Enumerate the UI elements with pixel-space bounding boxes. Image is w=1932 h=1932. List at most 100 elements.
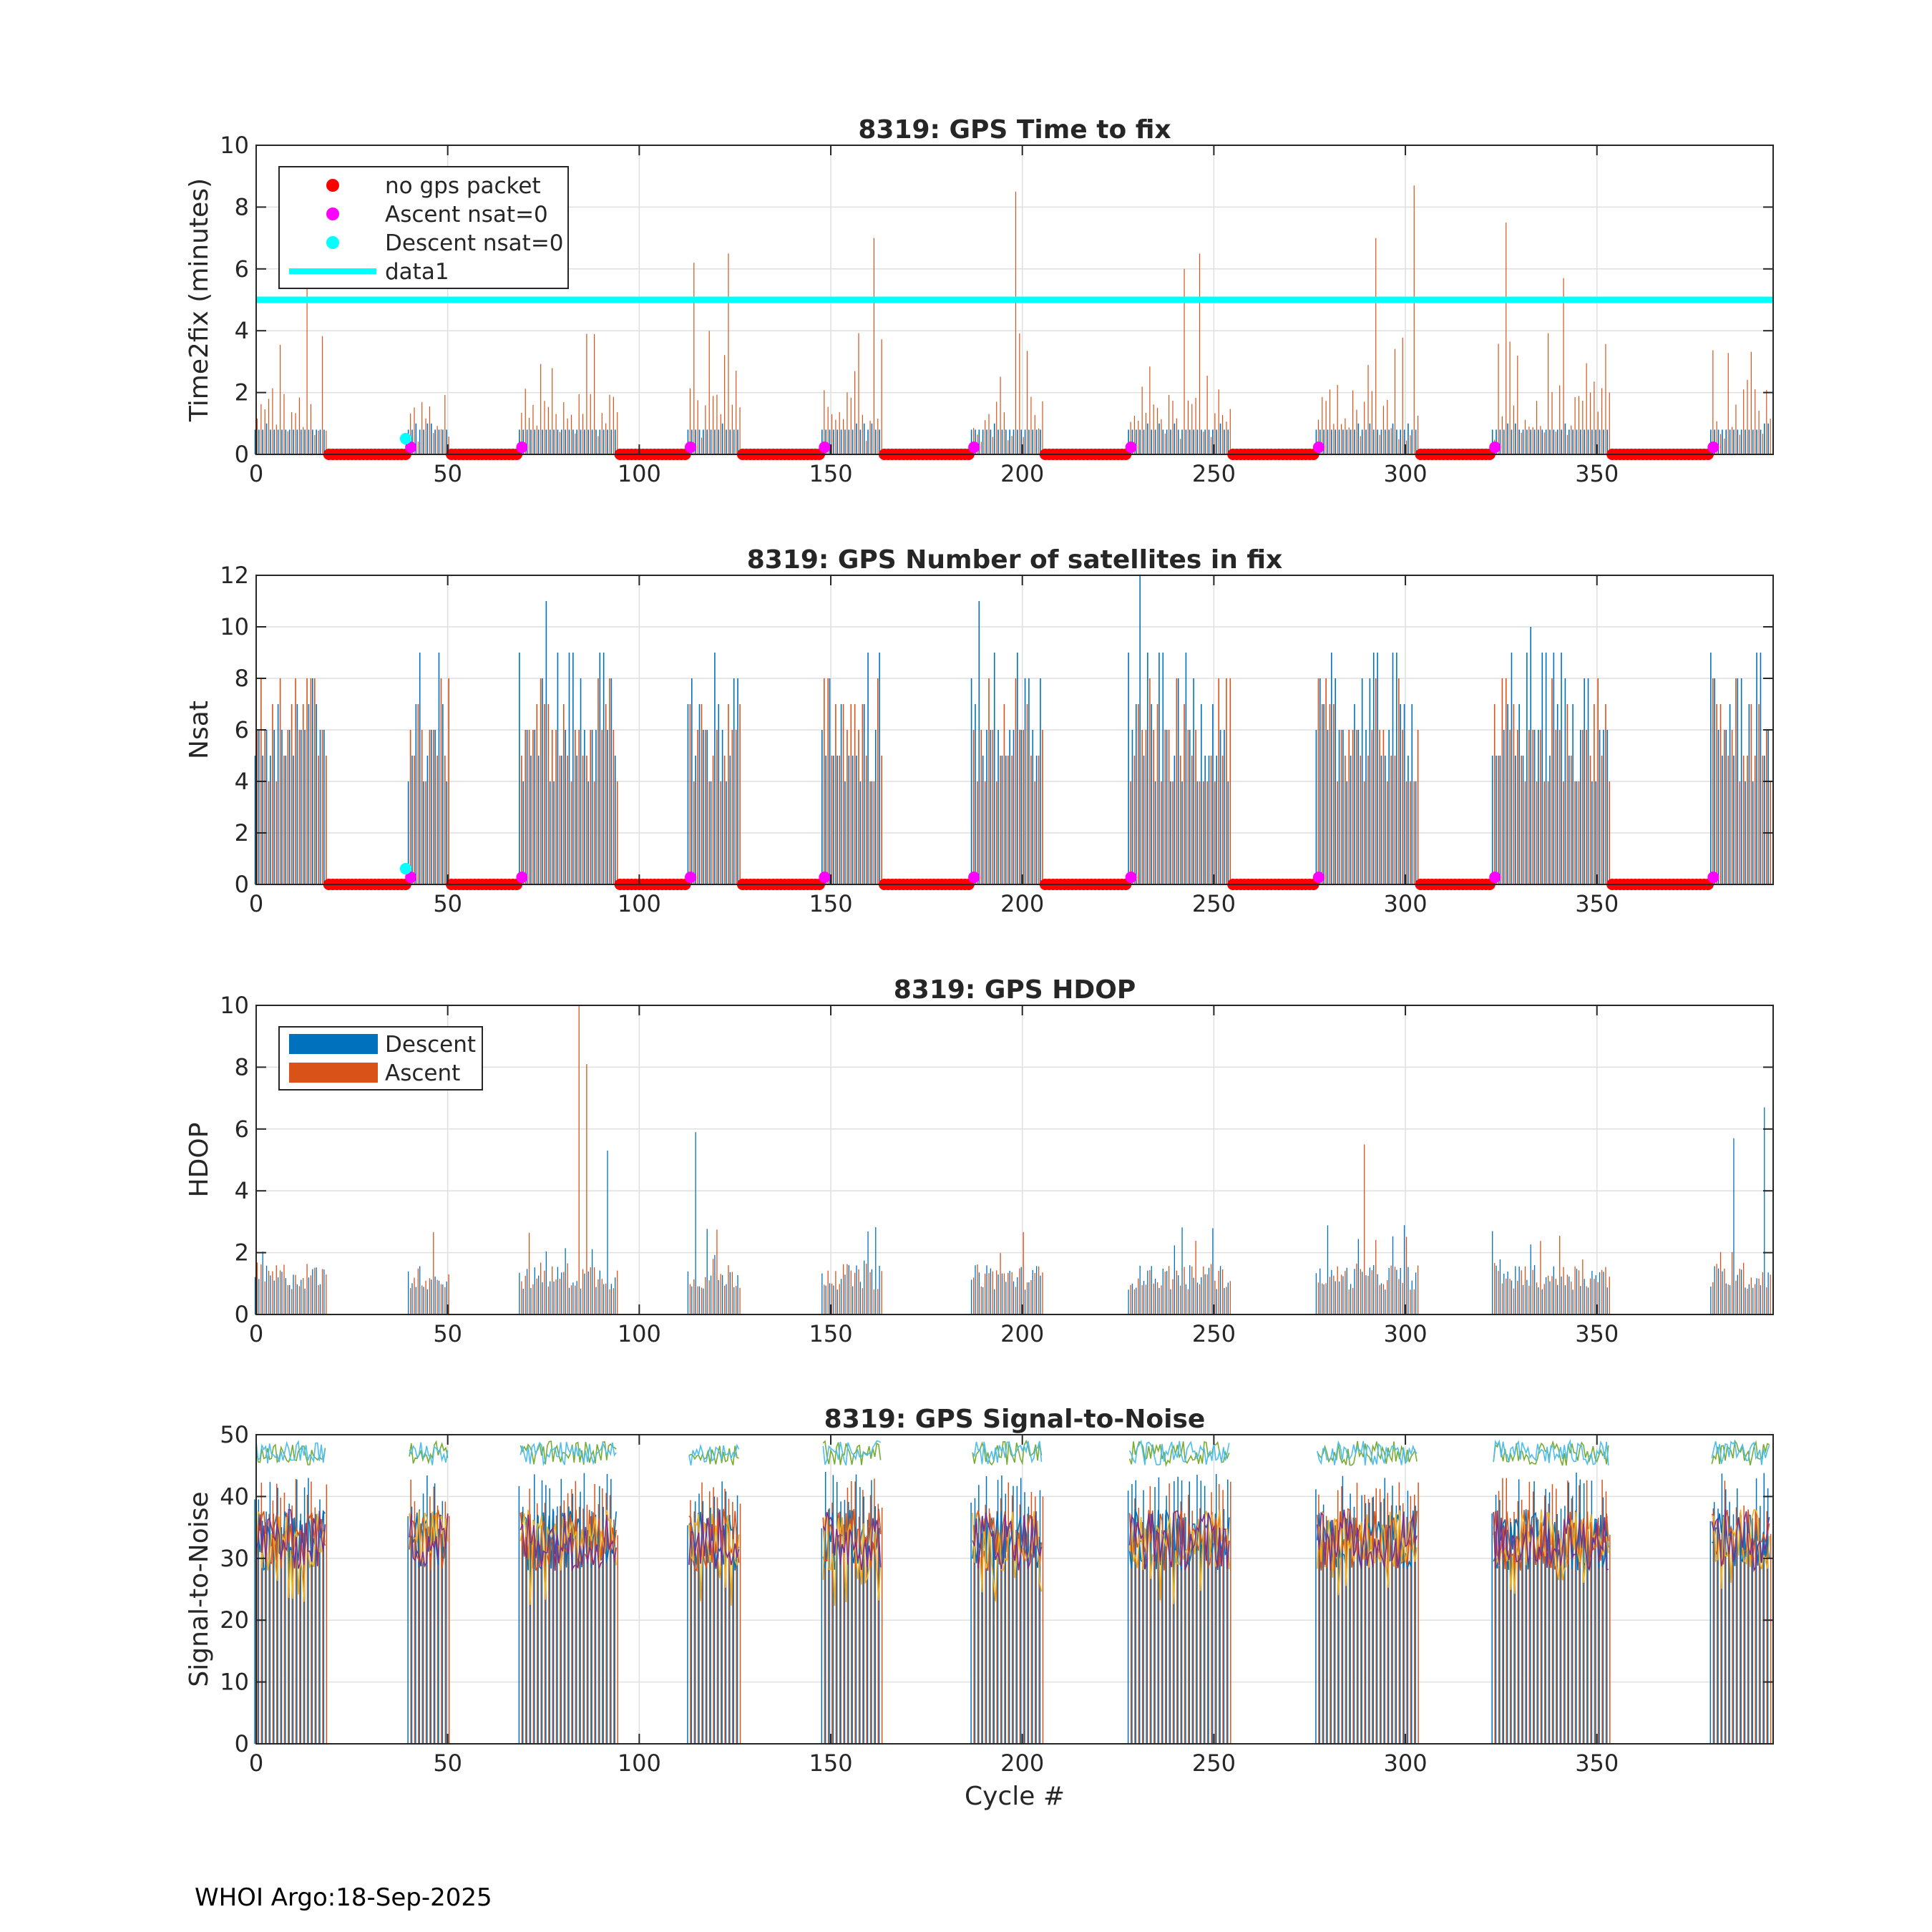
ascent-nsat0-marker — [1125, 441, 1137, 453]
snr-series-line — [1128, 1439, 1230, 1466]
y-tick-label: 2 — [235, 379, 249, 406]
x-tick-label: 0 — [249, 1320, 263, 1347]
snr-series-line — [1711, 1439, 1770, 1465]
ascent-nsat0-marker — [684, 872, 696, 883]
snr-series-line — [1128, 1510, 1230, 1571]
x-tick-label: 100 — [618, 1320, 661, 1347]
legend-swatch — [289, 1034, 378, 1054]
x-tick-label: 150 — [809, 1750, 852, 1777]
snr-series-line — [255, 1440, 326, 1464]
legend-label: no gps packet — [385, 173, 541, 199]
y-tick-label: 0 — [235, 1301, 249, 1328]
ascent-nsat0-marker — [405, 441, 417, 453]
snr-series-line — [255, 1508, 326, 1569]
snr-series-line — [519, 1509, 617, 1605]
x-tick-label: 250 — [1192, 1320, 1236, 1347]
ascent-nsat0-marker — [516, 441, 528, 453]
y-tick-label: 50 — [220, 1421, 249, 1448]
x-tick-label: 350 — [1575, 890, 1619, 917]
snr-series-line — [1711, 1509, 1770, 1589]
y-tick-label: 8 — [235, 1053, 249, 1080]
ascent-nsat0-marker — [819, 441, 831, 453]
bars-hdop — [254, 1005, 1771, 1314]
legend-marker — [326, 179, 339, 192]
legend-label: data1 — [385, 259, 449, 285]
legend-marker — [326, 236, 339, 249]
x-tick-label: 100 — [618, 460, 661, 487]
snr-series-line — [688, 1509, 740, 1568]
x-tick-label: 300 — [1384, 1750, 1428, 1777]
snr-series-line — [972, 1440, 1043, 1465]
bars-time2fix — [254, 185, 1771, 454]
x-tick-label: 150 — [809, 460, 852, 487]
snr-series-line — [688, 1443, 740, 1466]
snr-series-line — [822, 1440, 882, 1466]
x-tick-label: 350 — [1575, 1320, 1619, 1347]
snr-series-line — [1128, 1509, 1230, 1604]
legend-label: Descent — [385, 1032, 476, 1058]
y-tick-label: 10 — [220, 992, 249, 1019]
x-tick-label: 150 — [809, 890, 852, 917]
axes-box — [255, 145, 1774, 455]
y-axis-label: Time2fix (minutes) — [185, 178, 214, 422]
panel-nsat: 0 50 100 150 200 250 300 350 0 2 4 6 8 10 12 8319: GPS … — [185, 545, 1774, 917]
x-tick-label: 50 — [433, 460, 462, 487]
x-tick-label: 200 — [1000, 460, 1044, 487]
x-tick-label: 0 — [249, 460, 263, 487]
x-tick-label: 50 — [433, 890, 462, 917]
snr-series-line — [409, 1440, 449, 1465]
snr-series-line — [972, 1512, 1043, 1571]
snr-series-line — [409, 1513, 449, 1568]
y-axis-label: Nsat — [185, 701, 214, 759]
chart-title: 8319: GPS Signal-to-Noise — [824, 1405, 1206, 1434]
snr-series-line — [822, 1509, 882, 1568]
ascent-nsat0-marker — [1125, 872, 1137, 883]
y-tick-label: 12 — [220, 562, 249, 589]
x-tick-label: 300 — [1384, 890, 1428, 917]
axes-box — [255, 1434, 1774, 1745]
ascent-nsat0-marker — [968, 441, 980, 453]
x-tick-label: 150 — [809, 1320, 852, 1347]
snr-series-line — [1711, 1509, 1770, 1573]
chart-title: 8319: GPS Time to fix — [858, 115, 1171, 145]
ascent-nsat0-marker — [1489, 441, 1501, 453]
ascent-nsat0-marker — [1312, 441, 1324, 453]
snr-series-line — [1493, 1509, 1609, 1594]
x-tick-label: 300 — [1384, 1320, 1428, 1347]
y-tick-label: 0 — [235, 1730, 249, 1757]
y-tick-label: 20 — [220, 1606, 249, 1634]
x-tick-label: 350 — [1575, 460, 1619, 487]
x-tick-label: 100 — [618, 890, 661, 917]
x-tick-label: 200 — [1000, 1320, 1044, 1347]
snr-series-line — [409, 1510, 449, 1567]
descent-nsat0-marker — [399, 433, 411, 444]
snr-series-line — [688, 1445, 739, 1465]
y-tick-label: 0 — [235, 441, 249, 468]
ascent-nsat0-marker — [1707, 441, 1719, 453]
y-tick-label: 6 — [235, 1116, 249, 1143]
panel-hdop: 0 50 100 150 200 250 300 350 0 2 4 6 8 10 8319: GPS HD… — [185, 975, 1774, 1347]
snr-series-line — [409, 1442, 449, 1465]
x-tick-label: 50 — [433, 1750, 462, 1777]
snr-series-line — [1493, 1510, 1609, 1572]
x-tick-label: 100 — [618, 1750, 661, 1777]
y-tick-label: 8 — [235, 665, 249, 692]
x-tick-label: 350 — [1575, 1750, 1619, 1777]
x-tick-label: 300 — [1384, 460, 1428, 487]
chart-title: 8319: GPS HDOP — [894, 975, 1136, 1005]
x-tick-label: 0 — [249, 1750, 263, 1777]
y-tick-label: 2 — [235, 819, 249, 847]
legend-label: Ascent nsat=0 — [385, 202, 548, 228]
y-tick-label: 2 — [235, 1239, 249, 1267]
y-tick-label: 30 — [220, 1545, 249, 1572]
ascent-nsat0-marker — [1312, 872, 1324, 883]
y-tick-label: 10 — [220, 1669, 249, 1696]
legend-marker — [326, 208, 339, 220]
legend-label: Descent nsat=0 — [385, 230, 564, 256]
descent-nsat0-marker — [399, 863, 411, 874]
y-tick-label: 8 — [235, 193, 249, 220]
ascent-nsat0-marker — [968, 872, 980, 883]
ascent-nsat0-marker — [1489, 872, 1501, 883]
